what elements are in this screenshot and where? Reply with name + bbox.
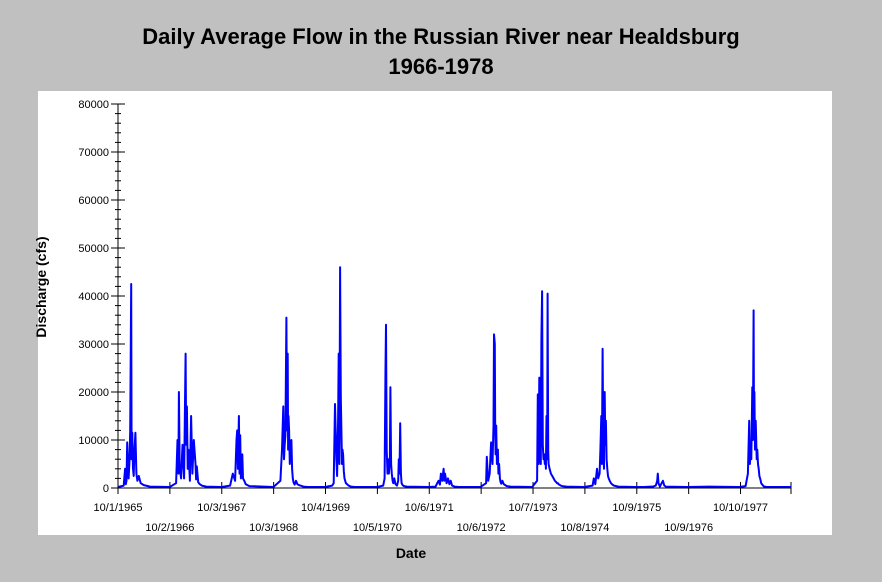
x-tick-label: 10/7/1973 bbox=[509, 502, 558, 514]
plot-area-background bbox=[38, 91, 832, 535]
x-tick-label: 10/6/1971 bbox=[405, 502, 454, 514]
x-tick-label: 10/3/1968 bbox=[249, 522, 298, 534]
y-tick-label: 40000 bbox=[78, 291, 109, 303]
y-tick-label: 20000 bbox=[78, 387, 109, 399]
discharge-series-line bbox=[117, 266, 791, 488]
y-axis-title: Discharge (cfs) bbox=[33, 236, 49, 337]
x-tick-label: 10/8/1974 bbox=[560, 522, 609, 534]
x-tick-label: 10/5/1970 bbox=[353, 522, 402, 534]
x-tick-label: 10/6/1972 bbox=[457, 522, 506, 534]
x-tick-label: 10/10/1977 bbox=[713, 502, 768, 514]
y-tick-label: 10000 bbox=[78, 435, 109, 447]
x-axis: 10/1/196510/2/196610/3/196710/3/196810/4… bbox=[94, 482, 792, 534]
x-tick-label: 10/2/1966 bbox=[145, 522, 194, 534]
y-tick-label: 80000 bbox=[78, 99, 109, 111]
x-axis-title: Date bbox=[396, 545, 427, 561]
x-tick-label: 10/4/1969 bbox=[301, 502, 350, 514]
y-tick-label: 60000 bbox=[78, 195, 109, 207]
x-tick-label: 10/9/1975 bbox=[612, 502, 661, 514]
x-tick-label: 10/3/1967 bbox=[197, 502, 246, 514]
y-tick-label: 50000 bbox=[78, 243, 109, 255]
y-tick-label: 30000 bbox=[78, 339, 109, 351]
chart-subtitle: 1966-1978 bbox=[388, 54, 494, 79]
chart-title: Daily Average Flow in the Russian River … bbox=[142, 24, 740, 49]
x-tick-label: 10/1/1965 bbox=[94, 502, 143, 514]
x-tick-label: 10/9/1976 bbox=[664, 522, 713, 534]
y-tick-label: 70000 bbox=[78, 147, 109, 159]
chart-title-block: Daily Average Flow in the Russian River … bbox=[0, 22, 882, 82]
y-tick-label: 0 bbox=[103, 483, 109, 495]
